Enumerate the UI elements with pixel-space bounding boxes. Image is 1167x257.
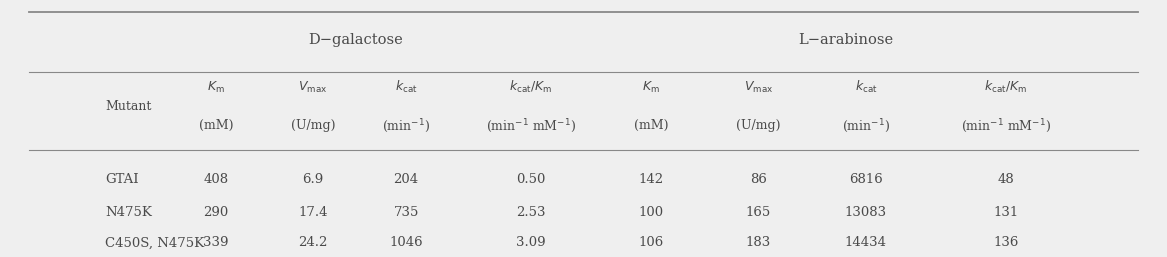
Text: 183: 183 [746,236,771,249]
Text: 408: 408 [203,173,229,186]
Text: (U/mg): (U/mg) [291,120,335,132]
Text: 14434: 14434 [845,236,887,249]
Text: (min$^{-1}$): (min$^{-1}$) [841,117,890,135]
Text: 131: 131 [993,206,1019,218]
Text: 339: 339 [203,236,229,249]
Text: $K_{\mathrm{m}}$: $K_{\mathrm{m}}$ [642,80,661,95]
Text: (min$^{-1}$ mM$^{-1}$): (min$^{-1}$ mM$^{-1}$) [485,117,576,135]
Text: 1046: 1046 [390,236,422,249]
Text: $k_{\mathrm{cat}}/K_{\mathrm{m}}$: $k_{\mathrm{cat}}/K_{\mathrm{m}}$ [984,79,1028,95]
Text: (mM): (mM) [198,120,233,132]
Text: 735: 735 [393,206,419,218]
Text: (min$^{-1}$): (min$^{-1}$) [382,117,431,135]
Text: 106: 106 [638,236,664,249]
Text: 136: 136 [993,236,1019,249]
Text: Mutant: Mutant [105,100,152,113]
Text: 86: 86 [750,173,767,186]
Text: 100: 100 [638,206,664,218]
Text: $K_{\mathrm{m}}$: $K_{\mathrm{m}}$ [207,80,225,95]
Text: 24.2: 24.2 [298,236,328,249]
Text: (min$^{-1}$ mM$^{-1}$): (min$^{-1}$ mM$^{-1}$) [960,117,1051,135]
Text: $k_{\mathrm{cat}}$: $k_{\mathrm{cat}}$ [394,79,418,95]
Text: 13083: 13083 [845,206,887,218]
Text: C450S, N475K: C450S, N475K [105,236,204,249]
Text: (mM): (mM) [634,120,669,132]
Text: 48: 48 [998,173,1014,186]
Text: (U/mg): (U/mg) [736,120,781,132]
Text: 165: 165 [746,206,771,218]
Text: 290: 290 [203,206,229,218]
Text: 2.53: 2.53 [516,206,546,218]
Text: 204: 204 [393,173,419,186]
Text: 6.9: 6.9 [302,173,323,186]
Text: $V_{\mathrm{max}}$: $V_{\mathrm{max}}$ [298,80,328,95]
Text: 3.09: 3.09 [516,236,546,249]
Text: $k_{\mathrm{cat}}$: $k_{\mathrm{cat}}$ [854,79,878,95]
Text: $V_{\mathrm{max}}$: $V_{\mathrm{max}}$ [743,80,774,95]
Text: 142: 142 [638,173,664,186]
Text: D−galactose: D−galactose [308,33,404,47]
Text: L−arabinose: L−arabinose [798,33,894,47]
Text: 0.50: 0.50 [516,173,546,186]
Text: GTAI: GTAI [105,173,139,186]
Text: 6816: 6816 [850,173,882,186]
Text: $k_{\mathrm{cat}}/K_{\mathrm{m}}$: $k_{\mathrm{cat}}/K_{\mathrm{m}}$ [509,79,553,95]
Text: N475K: N475K [105,206,152,218]
Text: 17.4: 17.4 [298,206,328,218]
